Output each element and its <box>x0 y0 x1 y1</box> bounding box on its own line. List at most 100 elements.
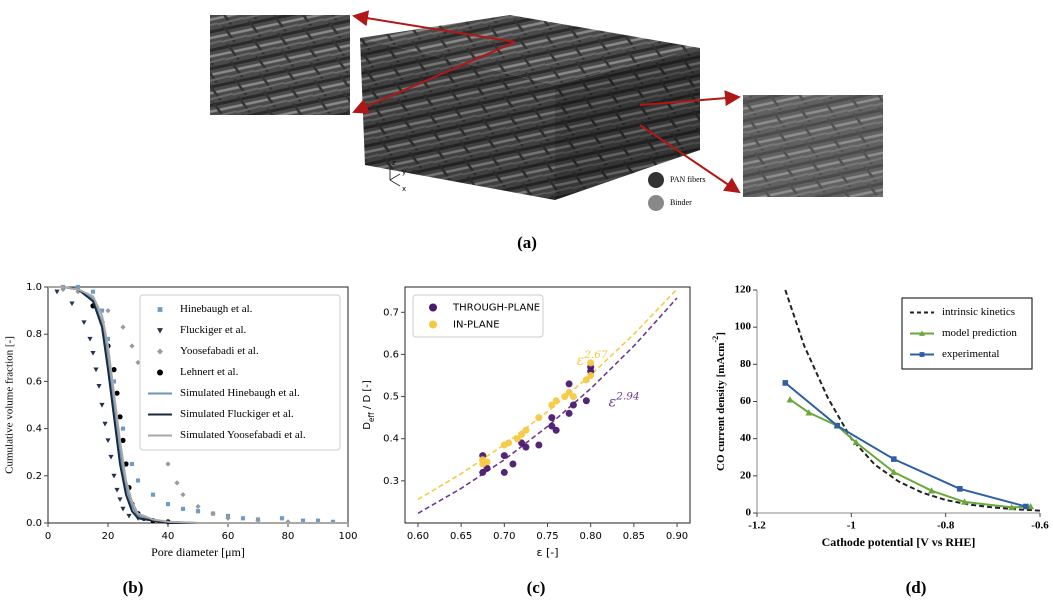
point <box>240 516 246 521</box>
x-tick-label: 0 <box>45 531 51 542</box>
point <box>111 367 117 373</box>
point <box>587 372 595 379</box>
point <box>120 426 126 431</box>
block-right <box>555 48 700 200</box>
legend-marker <box>919 352 925 357</box>
x-tick-label: 20 <box>102 531 115 542</box>
point <box>552 397 560 405</box>
legend-label: model prediction <box>942 327 1017 339</box>
legend-label: Simulated Yoosefabadi et al. <box>180 429 306 441</box>
y-tick-label: 100 <box>735 321 752 333</box>
point <box>195 509 201 514</box>
point <box>535 414 543 422</box>
point <box>805 409 813 416</box>
label-part: D <box>362 422 373 430</box>
chart: 0 20 40 60 80 100 0.0 0.2 0.4 0.6 0.8 1.0 Pore diame… <box>4 282 358 559</box>
point <box>120 324 126 330</box>
point <box>300 518 306 523</box>
label-part: -2 <box>711 336 720 343</box>
legend-marker <box>429 303 437 312</box>
point <box>90 351 96 356</box>
legend-marker <box>429 320 437 329</box>
legend-marker <box>157 369 163 376</box>
y-axis-label: Deff / D [-] <box>362 380 376 430</box>
point <box>105 336 111 341</box>
y-tick-label: 0.4 <box>26 424 42 435</box>
arrow <box>352 41 516 114</box>
panel-label: (a) <box>517 233 537 252</box>
point <box>60 286 66 292</box>
legend-label: THROUGH-PLANE <box>452 303 540 314</box>
point <box>552 426 560 434</box>
point <box>90 289 96 294</box>
point <box>928 487 936 494</box>
point <box>483 458 491 466</box>
point <box>483 464 491 472</box>
x-axis-label: ε [-] <box>537 546 559 559</box>
point <box>150 492 156 497</box>
label-part: 2.67 <box>583 349 608 361</box>
legend-label: IN-PLANE <box>453 320 500 331</box>
point <box>174 480 180 486</box>
point <box>518 439 526 447</box>
block-shade <box>360 38 555 200</box>
x-tick-label: 100 <box>338 531 357 542</box>
point <box>569 393 577 401</box>
image-legend-label: Binder <box>670 198 692 207</box>
point <box>582 397 590 405</box>
y-tick-label: 0.3 <box>383 476 399 487</box>
x-tick-label: 0.65 <box>450 531 472 542</box>
point <box>102 421 108 427</box>
point <box>587 359 595 367</box>
point <box>117 497 123 502</box>
y-tick-label: 0.5 <box>383 392 399 403</box>
inset-left <box>210 15 350 115</box>
y-tick-label: 80 <box>740 358 752 370</box>
point <box>225 515 231 521</box>
x-axis-label: Cathode potential [V vs RHE] <box>822 535 976 549</box>
y-tick-label: 0.2 <box>26 471 42 482</box>
point <box>330 519 336 524</box>
y-tick-label: 0.6 <box>383 349 399 360</box>
y-tick-label: 0.0 <box>26 518 42 529</box>
triad-axis <box>389 179 401 187</box>
series-line <box>48 286 348 524</box>
x-tick-label: 0.70 <box>493 531 515 542</box>
x-tick-label: -0.8 <box>937 520 955 532</box>
block-top <box>360 15 700 85</box>
y-tick-label: 60 <box>740 395 752 407</box>
point <box>548 401 556 409</box>
point <box>180 506 186 511</box>
inset-right-tint <box>743 95 883 197</box>
point <box>315 518 321 523</box>
legend-swatch <box>648 172 664 188</box>
point <box>111 473 117 479</box>
point <box>890 456 897 462</box>
point <box>782 380 789 386</box>
legend-label: intrinsic kinetics <box>942 306 1015 318</box>
legend-marker <box>157 307 163 312</box>
label-part: / D [-] <box>362 380 373 412</box>
point <box>81 320 87 325</box>
axis-letter: z <box>392 159 396 167</box>
x-axis-label: Pore diameter [μm] <box>151 545 245 559</box>
y-tick-label: 120 <box>735 284 752 296</box>
x-tick-label: -0.6 <box>1031 520 1049 532</box>
point <box>565 388 573 396</box>
axis-letter: y <box>402 168 406 176</box>
point <box>135 478 141 483</box>
point <box>500 468 508 476</box>
point <box>135 359 141 366</box>
point <box>75 284 81 290</box>
legend-label: Fluckiger et al. <box>180 324 247 336</box>
point <box>535 441 543 449</box>
legend-label: Hinebaugh et al. <box>180 303 253 315</box>
point <box>96 384 102 389</box>
x-tick-label: 0.85 <box>623 531 645 542</box>
point <box>509 460 517 468</box>
point <box>120 506 126 512</box>
point <box>522 443 530 451</box>
point <box>99 402 105 408</box>
y-tick-label: 1.0 <box>26 282 42 293</box>
point <box>93 367 99 373</box>
